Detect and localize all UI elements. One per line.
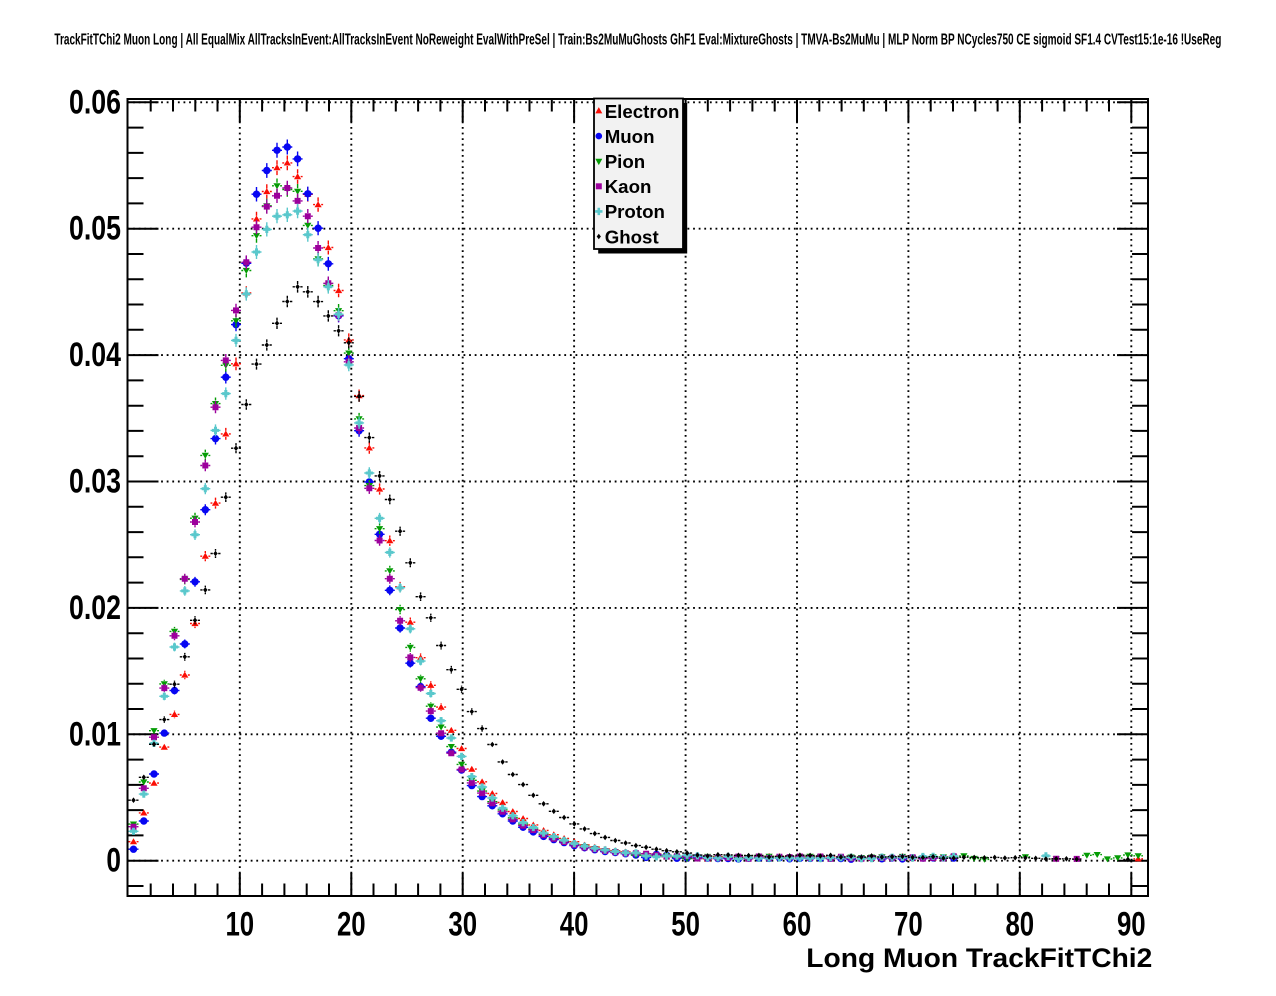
svg-text:0.01: 0.01: [69, 715, 121, 753]
svg-text:80: 80: [1005, 906, 1034, 944]
svg-text:0.06: 0.06: [69, 83, 121, 121]
svg-text:0.05: 0.05: [69, 210, 121, 248]
svg-text:Ghost: Ghost: [605, 226, 659, 247]
svg-text:0.02: 0.02: [69, 589, 121, 627]
svg-text:Kaon: Kaon: [605, 176, 652, 197]
svg-text:0.03: 0.03: [69, 463, 121, 501]
svg-text:90: 90: [1117, 906, 1146, 944]
svg-text:50: 50: [671, 906, 700, 944]
svg-text:40: 40: [560, 906, 589, 944]
svg-text:Long Muon TrackFitTChi2: Long Muon TrackFitTChi2: [806, 943, 1152, 973]
svg-text:30: 30: [448, 906, 477, 944]
svg-text:60: 60: [783, 906, 812, 944]
svg-text:10: 10: [225, 906, 254, 944]
svg-text:TrackFitTChi2 Muon Long | All: TrackFitTChi2 Muon Long | All EqualMix A…: [54, 32, 1221, 49]
svg-text:Electron: Electron: [605, 101, 680, 122]
svg-text:20: 20: [337, 906, 366, 944]
svg-text:70: 70: [894, 906, 923, 944]
svg-text:Proton: Proton: [605, 201, 665, 222]
svg-text:0.04: 0.04: [69, 336, 121, 374]
svg-text:Muon: Muon: [605, 126, 655, 147]
svg-text:0: 0: [106, 842, 121, 880]
svg-text:Pion: Pion: [605, 151, 646, 172]
